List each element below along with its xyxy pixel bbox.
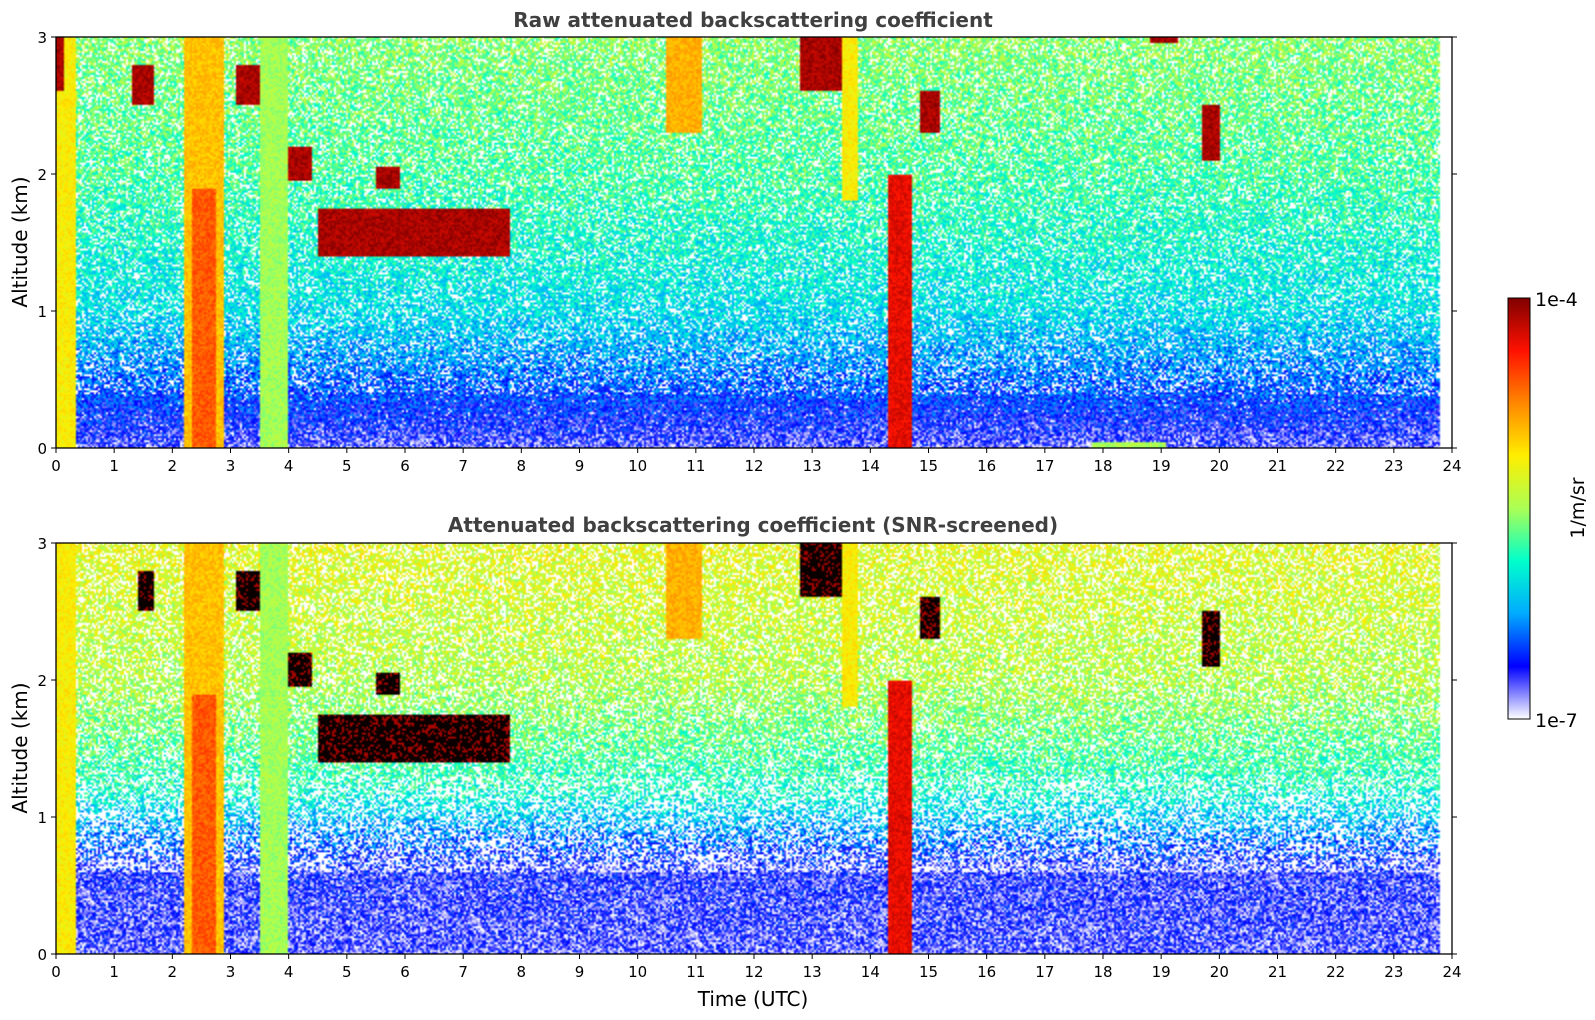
x-tick-label: 6 [400,457,410,475]
x-tick-label: 20 [1210,963,1229,981]
x-tick-label: 6 [400,963,410,981]
y-tick-label: 2 [37,672,47,690]
x-tick-label: 4 [284,457,294,475]
panel-title: Raw attenuated backscattering coefficien… [513,8,993,32]
x-tick-label: 23 [1384,963,1403,981]
x-tick-label: 13 [803,457,822,475]
colorbar: 1e-4 1e-7 1/m/sr [1507,289,1589,732]
y-tick-label: 3 [37,535,47,553]
heatmap-image [56,543,1452,954]
heatmap-image [56,37,1452,448]
x-tick-label: 17 [1035,457,1054,475]
colorbar-max-label: 1e-4 [1535,289,1578,311]
y-axis-label: Altitude (km) [8,682,32,813]
x-tick-label: 22 [1326,457,1345,475]
x-tick-label: 13 [803,963,822,981]
y-tick-label: 1 [37,303,47,321]
x-tick-label: 22 [1326,963,1345,981]
x-tick-label: 1 [109,457,119,475]
x-tick-label: 18 [1093,457,1112,475]
x-tick-label: 19 [1152,963,1171,981]
x-tick-label: 10 [628,963,647,981]
x-tick-label: 5 [342,963,352,981]
x-tick-label: 11 [686,457,705,475]
x-tick-label: 14 [861,963,880,981]
x-tick-label: 12 [744,457,763,475]
x-tick-label: 21 [1268,963,1287,981]
x-tick-label: 21 [1268,457,1287,475]
x-tick-label: 3 [226,457,236,475]
x-tick-label: 1 [109,963,119,981]
x-tick-label: 16 [977,963,996,981]
y-tick-label: 1 [37,809,47,827]
x-tick-label: 17 [1035,963,1054,981]
x-tick-label: 11 [686,963,705,981]
y-tick-label: 0 [37,440,47,458]
x-tick-label: 10 [628,457,647,475]
x-tick-label: 23 [1384,457,1403,475]
x-tick-label: 16 [977,457,996,475]
x-tick-label: 18 [1093,963,1112,981]
x-tick-label: 24 [1442,963,1461,981]
x-tick-label: 20 [1210,457,1229,475]
x-tick-label: 0 [51,457,61,475]
x-tick-label: 15 [919,457,938,475]
x-tick-label: 9 [575,963,585,981]
y-tick-label: 2 [37,166,47,184]
x-axis-label: Time (UTC) [697,987,809,1011]
x-tick-label: 15 [919,963,938,981]
y-axis-label: Altitude (km) [8,176,32,307]
panel-title: Attenuated backscattering coefficient (S… [448,513,1058,537]
y-ticks: 0 1 2 3 [37,535,1457,964]
panel-raw: Raw attenuated backscattering coefficien… [8,8,1462,475]
x-tick-label: 9 [575,457,585,475]
y-tick-label: 3 [37,29,47,47]
x-ticks: 0 1 2 3 4 5 6 7 8 9 10 11 12 13 14 15 16 17 18 19 20 21 22 23 24 [51,448,1462,475]
x-tick-label: 7 [458,963,468,981]
x-ticks: 0 1 2 3 4 5 6 7 8 9 10 11 12 13 14 15 16 17 18 19 20 21 22 23 24 [51,954,1462,981]
x-tick-label: 12 [744,963,763,981]
x-tick-label: 2 [168,457,178,475]
y-ticks: 0 1 2 3 [37,29,1457,458]
colorbar-min-label: 1e-7 [1535,710,1578,732]
colorbar-gradient [1507,297,1531,720]
x-tick-label: 8 [517,963,527,981]
y-tick-label: 0 [37,946,47,964]
x-tick-label: 14 [861,457,880,475]
x-tick-label: 0 [51,963,61,981]
colorbar-unit-label: 1/m/sr [1567,477,1589,538]
x-tick-label: 5 [342,457,352,475]
x-tick-label: 24 [1442,457,1461,475]
x-tick-label: 19 [1152,457,1171,475]
x-tick-label: 7 [458,457,468,475]
panel-snr-screened: Attenuated backscattering coefficient (S… [8,513,1462,1011]
x-tick-label: 8 [517,457,527,475]
x-tick-label: 3 [226,963,236,981]
x-tick-label: 2 [168,963,178,981]
x-tick-label: 4 [284,963,294,981]
